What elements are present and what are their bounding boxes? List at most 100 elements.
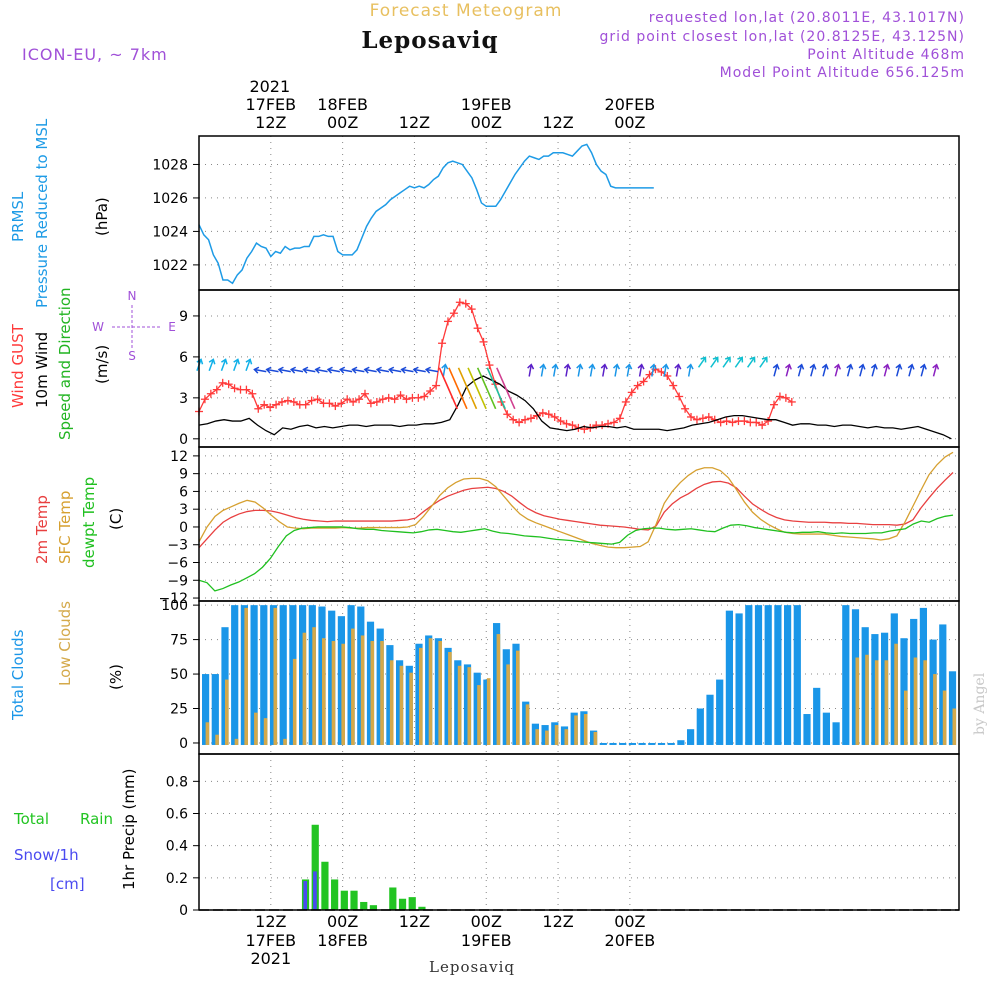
total-cloud-bar <box>716 679 724 745</box>
total-cloud-bar <box>696 708 704 745</box>
wind-direction-arrow <box>809 363 817 377</box>
y-tick-label: 0.8 <box>166 774 188 790</box>
panel-frame <box>198 753 960 911</box>
rain-bar <box>389 887 397 910</box>
panel-wind: 0 3 6 9 Wind GUST 10m Wind Speed and Direction… <box>9 287 960 448</box>
y-label-unit: (m/s) <box>93 345 111 384</box>
wind-direction-arrow <box>351 366 365 374</box>
gust-marker <box>609 418 618 427</box>
total-cloud-bar <box>250 605 258 745</box>
y-tick-label: 9 <box>179 309 188 325</box>
gust-marker <box>728 418 737 427</box>
gust-marker <box>366 399 375 408</box>
gust-marker <box>349 397 358 406</box>
gust-marker <box>556 417 565 426</box>
top-time-label: 12Z <box>255 113 286 132</box>
low-cloud-bar <box>855 657 860 745</box>
low-cloud-bar <box>254 712 258 745</box>
y-label-gust: Wind GUST <box>9 323 27 408</box>
compass-e: E <box>168 320 176 334</box>
gust-marker <box>230 384 239 393</box>
gust-marker <box>550 412 559 421</box>
wind-direction-arrow <box>612 363 621 377</box>
y-label-unit: (hPa) <box>93 197 111 236</box>
bottom-time-label: 00Z <box>614 912 645 931</box>
total-cloud-bar <box>832 722 840 745</box>
gust-direction-arrow <box>438 367 459 410</box>
gust-marker <box>426 387 435 396</box>
wind-direction-arrow <box>588 363 596 377</box>
gust-marker <box>770 400 779 409</box>
y-tick-label: 0 <box>179 432 188 448</box>
gust-marker <box>781 393 790 402</box>
gust-marker <box>390 395 399 404</box>
wind-direction-arrow <box>400 366 414 374</box>
gust-marker <box>325 399 334 408</box>
gust-marker <box>396 391 405 400</box>
bottom-year-label: 2021 <box>250 949 291 968</box>
total-cloud-bar <box>861 627 869 745</box>
y-label-unit: 1hr Precip (mm) <box>120 769 138 890</box>
y-tick-label: 3 <box>179 391 188 407</box>
snow-bar <box>313 871 317 910</box>
y-tick-label: 6 <box>179 350 188 366</box>
gust-marker <box>704 412 713 421</box>
gust-marker <box>420 392 429 401</box>
panel-temperature: −12 −9−6 −3 0 3 69 12 2m Temp SFC Temp dewpt Temp… <box>33 446 960 607</box>
footer-location: Leposaviq <box>429 958 515 976</box>
compass-s: S <box>128 349 136 363</box>
panel-clouds: 0 25 50 75 100 Total Clouds Low Clouds (%) <box>9 598 960 755</box>
total-cloud-bar <box>628 742 636 745</box>
rain-bar <box>311 824 319 910</box>
y-label-snow: Snow/1h <box>14 846 79 864</box>
gust-marker <box>289 397 298 406</box>
wind-direction-arrow <box>870 363 878 377</box>
y-label-rain: Rain <box>80 810 113 828</box>
gust-marker <box>432 381 441 390</box>
panel-frame <box>198 135 960 291</box>
low-cloud-bar <box>457 665 462 745</box>
wind-direction-arrow <box>710 356 719 368</box>
y-label-cm: [cm] <box>50 875 85 893</box>
gust-marker <box>402 395 411 404</box>
product-title: Forecast Meteogram <box>370 1 563 21</box>
total-cloud-bar <box>260 605 268 745</box>
bottom-date-label: 18FEB <box>317 931 368 950</box>
low-cloud-bar <box>874 660 879 745</box>
low-cloud-bar <box>467 667 472 745</box>
total-cloud-bar <box>609 742 617 745</box>
y-tick-label: 6 <box>179 484 188 500</box>
total-cloud-bar <box>813 687 821 745</box>
low-cloud-bar <box>448 652 452 745</box>
gust-marker <box>740 417 749 426</box>
low-cloud-bar <box>904 690 908 745</box>
gust-marker <box>473 324 482 333</box>
gust-marker <box>621 397 630 406</box>
temp-line-0 <box>198 472 954 549</box>
gust-marker <box>260 400 269 409</box>
low-cloud-bar <box>583 714 588 745</box>
gust-marker <box>218 378 227 387</box>
y-label-total: Total Clouds <box>9 629 27 721</box>
low-cloud-bar <box>331 640 336 745</box>
gust-marker <box>503 410 512 419</box>
gust-direction-arrow <box>496 367 516 410</box>
total-cloud-bar <box>638 742 646 745</box>
gust-direction-arrow <box>486 367 506 410</box>
low-cloud-bar <box>234 738 239 745</box>
low-cloud-bar <box>593 731 598 745</box>
low-cloud-bar <box>370 640 375 745</box>
total-cloud-bar <box>599 742 607 745</box>
y-label-dewpt: dewpt Temp <box>80 477 98 568</box>
temp-line-1 <box>198 451 954 549</box>
y-tick-label: 0.4 <box>166 839 188 855</box>
y-tick-label: 0 <box>179 903 188 919</box>
gust-marker <box>485 361 494 370</box>
location-title: Leposaviq <box>361 27 498 54</box>
y-tick-label: 3 <box>179 502 188 518</box>
rain-bar <box>398 898 407 910</box>
top-time-label: 00Z <box>614 113 645 132</box>
pressure-line <box>198 143 654 285</box>
top-time-label: 00Z <box>327 113 358 132</box>
y-label-direction: Speed and Direction <box>56 287 74 440</box>
